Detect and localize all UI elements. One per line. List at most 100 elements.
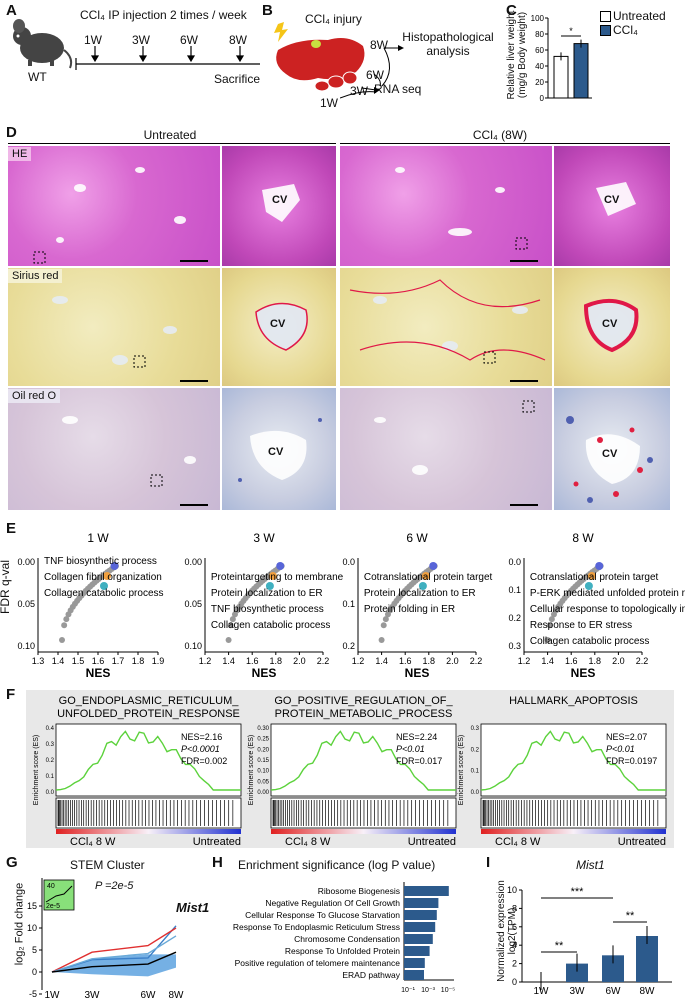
legend-swatch-untreated <box>600 11 611 22</box>
mist1-title: Mist1 <box>576 858 605 872</box>
e-term-label: Proteintargeting to membrane <box>211 572 344 583</box>
e-point <box>378 637 385 643</box>
e-xtick-label: 1.4 <box>52 656 65 666</box>
enrichment-bar-chart: Ribosome Biogenesis Negative Regulation O… <box>233 882 455 994</box>
e-point <box>546 622 553 629</box>
f-nes: NES=2.16 <box>181 732 222 742</box>
e-point <box>229 616 236 623</box>
h-term-label: Response To Unfolded Protein <box>285 946 400 956</box>
sirius-ccl4-low <box>340 268 552 386</box>
e-highlight-point <box>110 562 119 570</box>
y-tick-label: 100 <box>531 14 545 23</box>
h-bar <box>404 886 449 896</box>
timeline <box>75 46 260 70</box>
f-right-label: Untreated <box>193 836 241 848</box>
e-xtick-label: 2.2 <box>636 656 649 666</box>
f-fdr: FDR=0.002 <box>181 756 227 766</box>
stem-cluster-chart: 15 10 5 0 -5 1W 3W 6W 8W 40 2e-5 <box>27 878 185 999</box>
i-ytick-label: 8 <box>512 903 517 913</box>
e-xtick-label: 2.2 <box>317 656 330 666</box>
e-point <box>227 622 234 629</box>
f-ylabel: Enrichment score (ES) <box>458 735 465 805</box>
f-p: P<0.01 <box>396 744 425 754</box>
e-highlight-point <box>265 582 274 590</box>
legend-untreated-label: Untreated <box>613 9 666 23</box>
f-title: PROTEIN_METABOLIC_PROCESS <box>275 708 453 720</box>
h-term-label: ERAD pathway <box>342 970 400 980</box>
i-sig: *** <box>571 886 585 898</box>
y-tick-label: 80 <box>535 30 544 39</box>
e-highlight-point <box>584 582 593 590</box>
sirius-untreated-low <box>8 268 220 386</box>
f-ylabel: Enrichment score (ES) <box>248 735 255 805</box>
i-ytick-label: 0 <box>512 977 517 987</box>
mouse-icon <box>13 19 73 69</box>
f-ytick: 0.1 <box>471 769 480 775</box>
e-term-label: Response to ER stress <box>530 620 632 631</box>
workflow-arrows <box>340 45 404 99</box>
stem-pvalue: P =2e-5 <box>95 880 134 892</box>
ccl4-rule <box>340 143 670 144</box>
g-ytick-label: 15 <box>27 901 37 911</box>
f-p: P<0.01 <box>606 744 635 754</box>
untreated-header: Untreated <box>143 128 197 142</box>
e-xtick-label: 1.8 <box>132 656 145 666</box>
legend-swatch-ccl4 <box>600 25 611 36</box>
i-bar <box>602 955 624 982</box>
e-highlight-point <box>587 572 596 580</box>
cv-label: CV <box>272 194 288 206</box>
f-ytick: 0.00 <box>257 790 269 796</box>
g-xtick: 8W <box>169 990 185 999</box>
h-xtick: 10⁻¹ <box>401 987 415 994</box>
e-xtick-label: 1.2 <box>352 656 365 666</box>
timepoint-8w: 8W <box>229 33 247 47</box>
sig-star: * <box>569 26 573 36</box>
h-bar <box>404 898 439 908</box>
f-right-label: Untreated <box>408 836 456 848</box>
i-xtick: 6W <box>606 986 622 997</box>
e-point <box>63 616 70 623</box>
e-ytick: 0.2 <box>508 613 521 623</box>
e-xtick-label: 1.2 <box>199 656 212 666</box>
e-xtick-label: 1.9 <box>152 656 165 666</box>
f-ytick: 0.10 <box>257 769 269 775</box>
gsea-scatter-panel: 1 W 0.00 0.05 0.10 1.3 1.4 1.5 1.6 1.7 1.8 1.9 NES T… <box>17 531 685 680</box>
f-ytick: 0.2 <box>46 758 55 764</box>
i-xtick: 8W <box>640 986 656 997</box>
g-inset-top: 40 <box>47 883 55 890</box>
f-ytick: 0.0 <box>46 790 55 796</box>
cv-label: CV <box>604 194 620 206</box>
y-tick-label: 40 <box>535 62 544 71</box>
cv-label: CV <box>602 448 618 460</box>
i-xtick: 3W <box>570 986 586 997</box>
e-term-label: Protein localization to ER <box>211 588 323 599</box>
y-tick-label: 0 <box>540 94 545 103</box>
row-label-he: HE <box>8 147 32 161</box>
i-ytick-label: 4 <box>512 940 517 950</box>
e-term-label: Cellular response to topologically incor… <box>530 604 685 615</box>
h-bar <box>404 910 437 920</box>
row-label-sirius: Sirius red <box>8 269 63 283</box>
e-point <box>380 622 387 629</box>
oilred-untreated-low <box>8 388 220 510</box>
e-ytick: 0.05 <box>17 599 35 609</box>
i-sig: ** <box>626 910 635 922</box>
h-term-label: Response To Endoplasmic Reticulum Stress <box>233 922 400 932</box>
cv-label: CV <box>270 318 286 330</box>
e-highlight-point <box>103 572 111 580</box>
e-ytick: 0.1 <box>342 599 355 609</box>
f-ytick: 0.2 <box>471 747 480 753</box>
e-ytick: 0.1 <box>508 585 521 595</box>
e-xtick-label: 2.0 <box>612 656 625 666</box>
f-ytick: 0.20 <box>257 747 269 753</box>
e-term-label: Collagen catabolic process <box>44 588 164 599</box>
week-1-label: 1W <box>320 96 338 110</box>
e-term-label: Collagen catabolic process <box>211 620 331 631</box>
panel-label-h: H <box>212 854 223 871</box>
e-highlight-point <box>418 582 427 590</box>
e-term-label: TNF biosynthetic process <box>211 604 324 615</box>
h-term-label: Chromosome Condensation <box>294 934 400 944</box>
e-highlight-point <box>595 562 604 570</box>
he-untreated-low <box>8 146 220 266</box>
e-point <box>544 637 551 643</box>
